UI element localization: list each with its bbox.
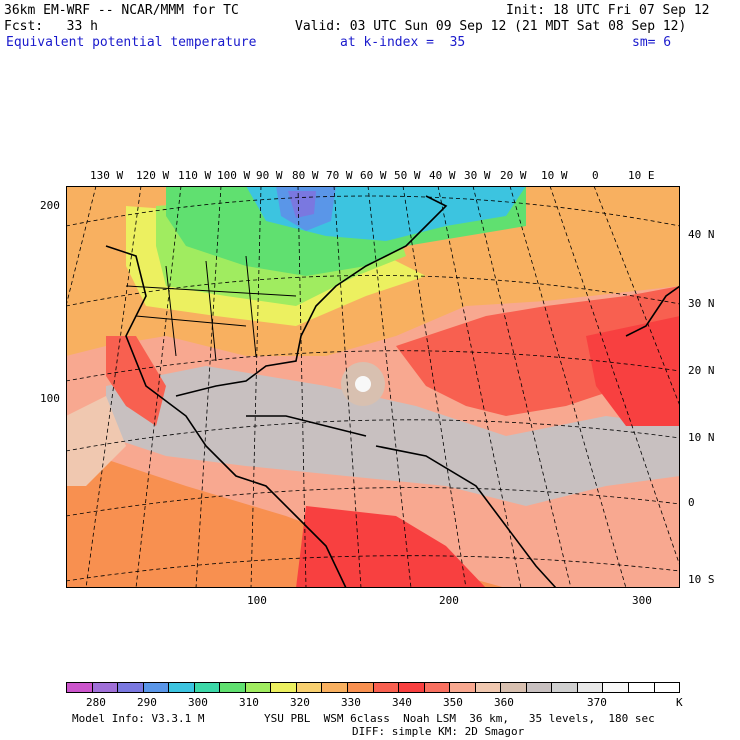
grid-x-label: 300 — [632, 594, 652, 607]
grid-x-label: 200 — [439, 594, 459, 607]
colorbar-tick: 300 — [188, 696, 208, 709]
borders — [125, 255, 297, 362]
colorbar-tick: 360 — [494, 696, 514, 709]
lon-label: 80 W — [292, 169, 319, 182]
field-zone-purple — [288, 191, 316, 218]
colorbar-cell — [424, 683, 451, 692]
colorbar-tick: 350 — [443, 696, 463, 709]
colorbar-cell — [143, 683, 170, 692]
lon-label: 60 W — [360, 169, 387, 182]
colorbar-cell — [450, 683, 476, 692]
colorbar-cell — [373, 683, 400, 692]
lon-label: 10 E — [628, 169, 655, 182]
lon-label: 70 W — [326, 169, 353, 182]
field-zone-hot-south — [296, 506, 486, 588]
lat-label: 30 N — [688, 297, 715, 310]
lat-label: 40 N — [688, 228, 715, 241]
colorbar-cell — [194, 683, 221, 692]
hurricane-core — [355, 376, 371, 392]
lon-label: 120 W — [136, 169, 170, 182]
lon-label: 100 W — [217, 169, 251, 182]
map-border — [66, 186, 680, 588]
colorbar-cell — [526, 683, 553, 692]
colorbar-tick: 370 — [587, 696, 607, 709]
colorbar-cell — [92, 683, 119, 692]
grid-y-label: 100 — [40, 392, 60, 405]
coastlines — [105, 195, 680, 588]
grid-y-label: 200 — [40, 199, 60, 212]
colorbar-tick: 310 — [239, 696, 259, 709]
colorbar-cell — [245, 683, 272, 692]
colorbar-cell — [271, 683, 297, 692]
lon-label: 20 W — [500, 169, 527, 182]
colorbar-cell — [118, 683, 144, 692]
valid-time: Valid: 03 UTC Sun 09 Sep 12 (21 MDT Sat … — [295, 19, 687, 34]
colorbar-cell — [629, 683, 655, 692]
colorbar-cell — [577, 683, 604, 692]
field-zone-gray-band — [106, 366, 680, 506]
colorbar-cell — [654, 683, 680, 692]
colorbar-cell — [399, 683, 425, 692]
colorbar-tick: 330 — [341, 696, 361, 709]
colorbar-tick: 320 — [290, 696, 310, 709]
colorbar-tick: 290 — [137, 696, 157, 709]
lat-label: 10 S — [688, 573, 715, 586]
colorbar-cell — [552, 683, 578, 692]
colorbar-cell — [348, 683, 374, 692]
color-scale-bar — [66, 682, 680, 693]
colorbar-cell — [220, 683, 246, 692]
colorbar-cell — [296, 683, 323, 692]
field-zone-mexico-red — [106, 336, 166, 426]
colorbar-tick: 340 — [392, 696, 412, 709]
theta-e-map — [66, 186, 680, 588]
colorbar-cell — [603, 683, 630, 692]
colorbar-tick: 280 — [86, 696, 106, 709]
smoothing-info: sm= 6 — [632, 35, 672, 50]
colorbar-cell — [501, 683, 527, 692]
level-info: at k-index = 35 — [340, 35, 466, 50]
lon-label: 10 W — [541, 169, 568, 182]
field-name: Equivalent potential temperature — [6, 35, 257, 50]
lon-label: 50 W — [394, 169, 421, 182]
forecast-hour: Fcst: 33 h — [4, 19, 98, 34]
lat-label: 0 — [688, 496, 695, 509]
field-zone-africa — [586, 316, 680, 426]
lon-label: 30 W — [464, 169, 491, 182]
colorbar-cell — [67, 683, 93, 692]
field-zone-tan-band — [66, 396, 126, 486]
lon-label: 40 W — [429, 169, 456, 182]
field-zone-warm-sw — [66, 446, 506, 588]
init-time: Init: 18 UTC Fri 07 Sep 12 — [506, 3, 710, 18]
graticule — [66, 186, 680, 588]
lon-label: 0 — [592, 169, 599, 182]
lat-label: 20 N — [688, 364, 715, 377]
model-title: 36km EM-WRF -- NCAR/MMM for TC — [4, 3, 239, 18]
model-info: Model Info: V3.3.1 M — [72, 712, 205, 725]
colorbar-cell — [169, 683, 195, 692]
lat-label: 10 N — [688, 431, 715, 444]
physics-info-2: DIFF: simple KM: 2D Smagor — [352, 725, 525, 738]
colorbar-cell — [322, 683, 349, 692]
colorbar-cell — [475, 683, 502, 692]
grid-x-label: 100 — [247, 594, 267, 607]
physics-info-1: YSU PBL WSM 6class Noah LSM 36 km, 35 le… — [264, 712, 655, 725]
lon-label: 110 W — [178, 169, 212, 182]
lon-label: 130 W — [90, 169, 124, 182]
lon-label: 90 W — [256, 169, 283, 182]
colorbar-unit: K — [676, 696, 683, 709]
